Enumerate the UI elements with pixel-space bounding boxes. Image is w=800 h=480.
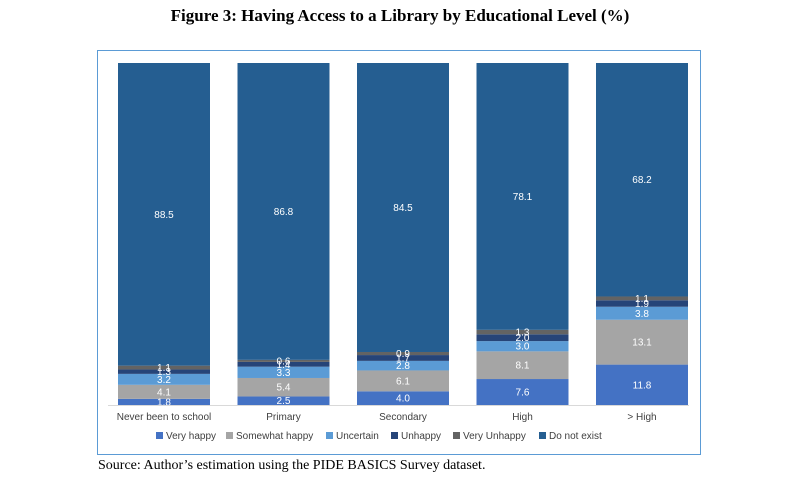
bar-segment bbox=[237, 361, 330, 367]
bar-segment bbox=[118, 398, 210, 405]
data-label: 1.4 bbox=[277, 360, 291, 371]
legend-swatch bbox=[391, 432, 398, 439]
bar-segment bbox=[237, 377, 330, 397]
legend-label: Unhappy bbox=[401, 431, 441, 442]
bar-segment bbox=[476, 329, 569, 335]
data-label: 1.3 bbox=[157, 367, 171, 378]
data-label: 4.0 bbox=[396, 394, 410, 405]
data-label: 2.8 bbox=[396, 361, 410, 372]
category-label: Secondary bbox=[379, 412, 427, 423]
category-label: Primary bbox=[266, 412, 300, 423]
bar-segment bbox=[596, 364, 688, 405]
data-label: 7.6 bbox=[516, 388, 530, 399]
data-labels-group: 1.84.13.21.31.188.52.55.43.31.40.686.84.… bbox=[154, 175, 652, 408]
bar-segment bbox=[357, 351, 449, 356]
bar-segment bbox=[596, 300, 688, 307]
legend-label: Somewhat happy bbox=[236, 431, 313, 442]
bars-group bbox=[118, 63, 688, 405]
data-label: 2.5 bbox=[277, 396, 291, 407]
bar-segment bbox=[596, 306, 688, 320]
data-label: 11.8 bbox=[633, 380, 652, 391]
data-label: 1.1 bbox=[635, 294, 649, 305]
bar-segment bbox=[237, 359, 330, 362]
bar-segment bbox=[237, 366, 330, 378]
bar-segment bbox=[596, 296, 688, 301]
legend-swatch bbox=[539, 432, 546, 439]
data-label: 1.9 bbox=[635, 299, 649, 310]
data-label: 1.3 bbox=[516, 328, 530, 339]
legend-label: Do not exist bbox=[549, 431, 602, 442]
category-label: Never been to school bbox=[117, 412, 212, 423]
bar-segment bbox=[118, 373, 210, 385]
bar-segment bbox=[476, 379, 569, 405]
data-label: 6.1 bbox=[396, 376, 410, 387]
bar-segment bbox=[118, 63, 210, 366]
legend-swatch bbox=[156, 432, 163, 439]
category-label: > High bbox=[627, 412, 656, 423]
legend-swatch bbox=[453, 432, 460, 439]
bar-segment bbox=[237, 63, 330, 360]
bar-segment bbox=[357, 360, 449, 371]
legend: Very happy Somewhat happy Uncertain Unhappy… bbox=[156, 431, 602, 442]
data-label: 4.1 bbox=[157, 387, 171, 398]
bar-segment bbox=[357, 391, 449, 405]
data-label: 3.3 bbox=[277, 368, 291, 379]
data-label: 3.8 bbox=[635, 309, 649, 320]
bar-segment bbox=[357, 355, 449, 361]
bar-segment bbox=[237, 396, 330, 405]
legend-swatch bbox=[326, 432, 333, 439]
data-label: 1.8 bbox=[157, 397, 171, 408]
data-label: 0.9 bbox=[396, 349, 410, 360]
data-label: 1.7 bbox=[396, 353, 410, 364]
data-label: 68.2 bbox=[632, 175, 652, 186]
bar-segment bbox=[596, 319, 688, 365]
bar-segment bbox=[118, 384, 210, 399]
bar-segment bbox=[357, 370, 449, 392]
bar-segment bbox=[476, 334, 569, 342]
data-label: 86.8 bbox=[274, 207, 294, 218]
bar-segment bbox=[118, 365, 210, 370]
data-label: 0.6 bbox=[277, 356, 291, 367]
bar-segment bbox=[357, 63, 449, 352]
data-label: 84.5 bbox=[393, 203, 413, 214]
data-label: 78.1 bbox=[513, 192, 533, 203]
data-label: 88.5 bbox=[154, 210, 174, 221]
data-label: 3.0 bbox=[516, 342, 530, 353]
data-label: 2.0 bbox=[516, 333, 530, 344]
bar-segment bbox=[476, 63, 569, 330]
bar-segment bbox=[596, 63, 688, 297]
data-label: 1.1 bbox=[157, 363, 171, 374]
bar-segment bbox=[476, 341, 569, 352]
bar-segment bbox=[476, 351, 569, 380]
stacked-bar-chart: 1.84.13.21.31.188.52.55.43.31.40.686.84.… bbox=[108, 63, 689, 442]
legend-label: Very Unhappy bbox=[463, 431, 526, 442]
data-label: 3.2 bbox=[157, 375, 171, 386]
bar-segment bbox=[118, 369, 210, 374]
legend-label: Very happy bbox=[166, 431, 216, 442]
chart-frame: 1.8 4.1 3.2 1.3 1.1 88.5 2.5 5.4 3.3 1.4 0.6 86.8 4.… bbox=[97, 50, 701, 455]
category-label: High bbox=[512, 412, 533, 423]
data-label: 5.4 bbox=[277, 383, 291, 394]
legend-label: Uncertain bbox=[336, 431, 379, 442]
source-note: Source: Author’s estimation using the PI… bbox=[98, 458, 486, 473]
figure-title: Figure 3: Having Access to a Library by … bbox=[170, 6, 630, 25]
data-label: 13.1 bbox=[632, 338, 652, 349]
data-label: 8.1 bbox=[516, 361, 530, 372]
legend-swatch bbox=[226, 432, 233, 439]
